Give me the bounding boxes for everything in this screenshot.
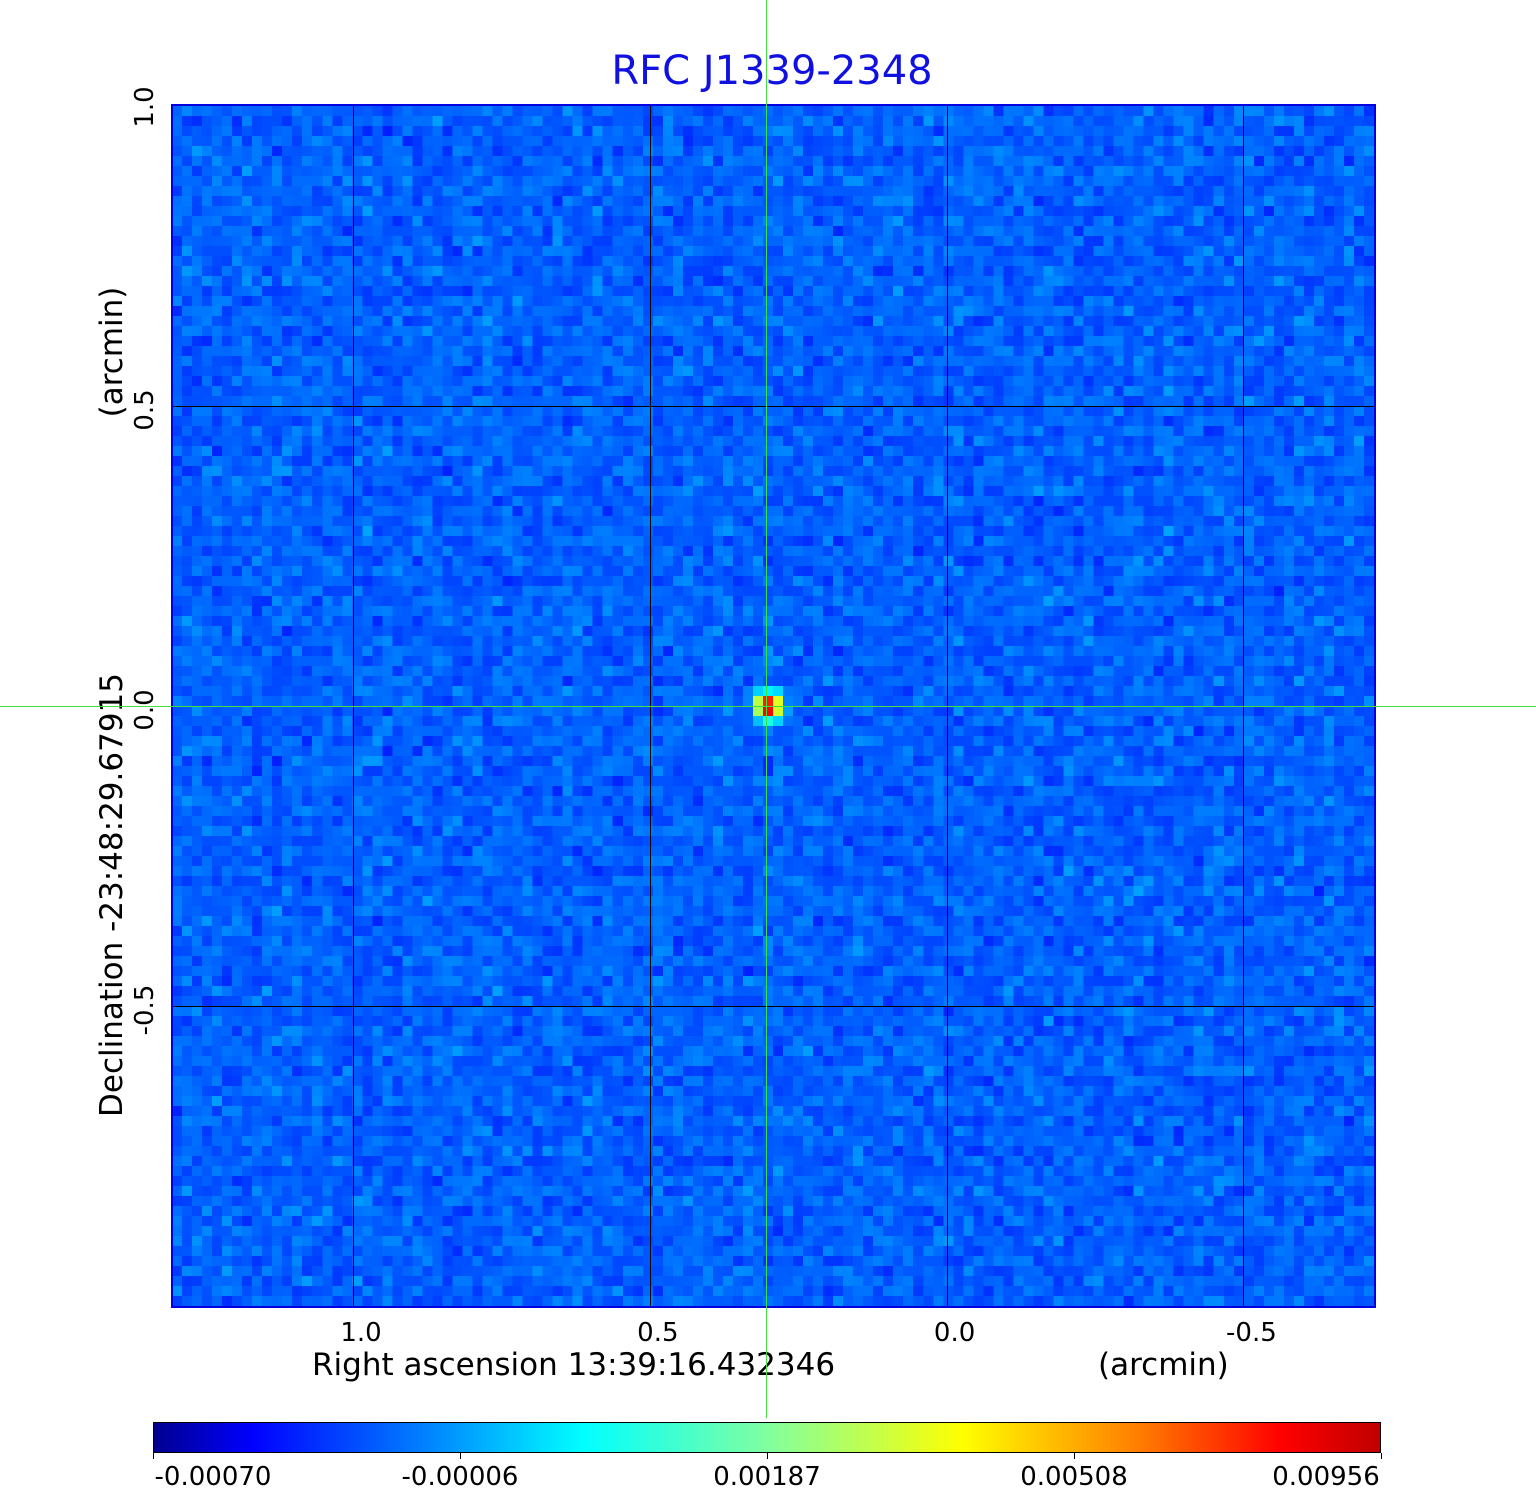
y-tick-label: 1.0 <box>130 86 160 128</box>
colorbar-tick-label: 0.00956 <box>1272 1462 1380 1492</box>
y-tick-label: 0.0 <box>130 689 160 731</box>
colorbar-tick-label: 0.00187 <box>713 1462 821 1492</box>
grid-line-y <box>172 1006 1374 1007</box>
y-axis-unit: (arcmin) <box>94 286 130 418</box>
x-tick-label: 0.5 <box>637 1318 679 1348</box>
x-tick-label: -0.5 <box>1226 1318 1277 1348</box>
x-axis-label: Right ascension 13:39:16.432346 <box>312 1347 836 1383</box>
colorbar-tick <box>153 1453 154 1459</box>
colorbar <box>153 1422 1381 1453</box>
colorbar-tick-label: 0.00508 <box>1020 1462 1128 1492</box>
colorbar-tick <box>460 1453 461 1459</box>
y-axis-label: Declination -23:48:29.67915 <box>94 673 130 1117</box>
y-tick-label: 0.5 <box>130 389 160 431</box>
grid-line-y <box>172 406 1374 407</box>
colorbar-tick <box>767 1453 768 1459</box>
crosshair-vertical <box>765 0 767 1418</box>
x-tick-label: 0.0 <box>933 1318 976 1348</box>
colorbar-tick-label: -0.00006 <box>401 1462 519 1492</box>
y-tick-label: -0.5 <box>130 984 160 1036</box>
colorbar-tick <box>1381 1453 1382 1459</box>
chart-title: RFC J1339-2348 <box>611 48 933 94</box>
x-axis-unit: (arcmin) <box>1098 1347 1229 1383</box>
colorbar-tick-label: -0.00070 <box>154 1462 272 1492</box>
x-tick-label: 1.0 <box>340 1318 382 1348</box>
crosshair-horizontal <box>0 706 1536 707</box>
colorbar-tick <box>1074 1453 1075 1459</box>
